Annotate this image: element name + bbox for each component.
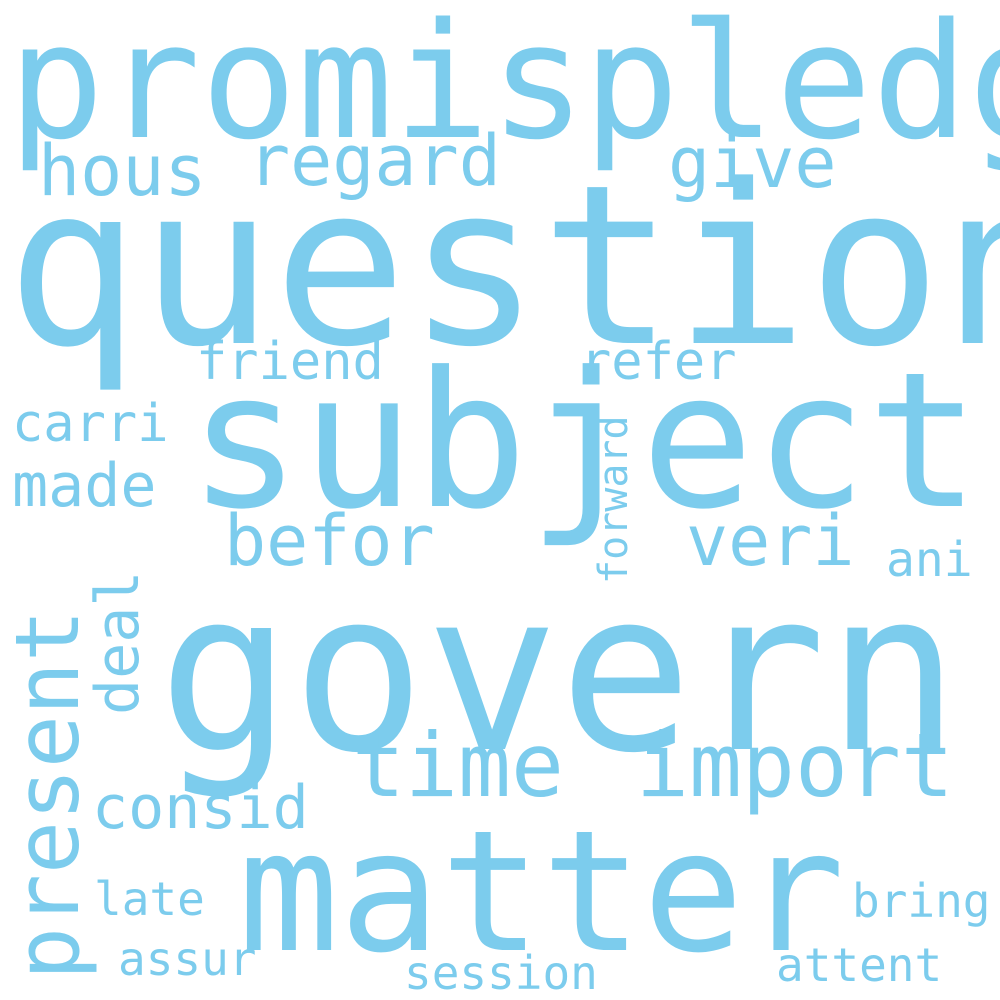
word-veri: veri bbox=[686, 500, 855, 582]
word-attent: attent bbox=[776, 938, 943, 992]
word-bring: bring bbox=[852, 874, 991, 928]
word-befor: befor bbox=[224, 500, 435, 582]
word-subject: subject bbox=[188, 332, 981, 551]
word-import: import bbox=[636, 714, 954, 817]
word-regard: regard bbox=[248, 120, 501, 202]
word-friend: friend bbox=[196, 332, 384, 392]
word-pledg: pledg bbox=[583, 0, 1000, 175]
word-late: late bbox=[94, 872, 205, 926]
word-matter: matter bbox=[238, 794, 845, 990]
word-question: question bbox=[6, 138, 1000, 396]
word-ani: ani bbox=[886, 532, 973, 588]
word-forward: forward bbox=[591, 415, 637, 584]
word-refer: refer bbox=[580, 332, 737, 392]
word-deal: deal bbox=[83, 570, 153, 716]
word-made: made bbox=[12, 451, 157, 521]
word-time: time bbox=[352, 714, 564, 817]
word-hous: hous bbox=[38, 130, 207, 212]
word-carri: carri bbox=[12, 394, 169, 454]
word-present: present bbox=[0, 609, 99, 980]
word-give: give bbox=[668, 122, 837, 204]
word-govern: govern bbox=[158, 544, 960, 802]
word-assur: assur bbox=[118, 932, 257, 986]
word-consid: consid bbox=[92, 773, 309, 843]
word-promis: promis bbox=[8, 0, 586, 175]
word-session: session bbox=[404, 946, 598, 1000]
